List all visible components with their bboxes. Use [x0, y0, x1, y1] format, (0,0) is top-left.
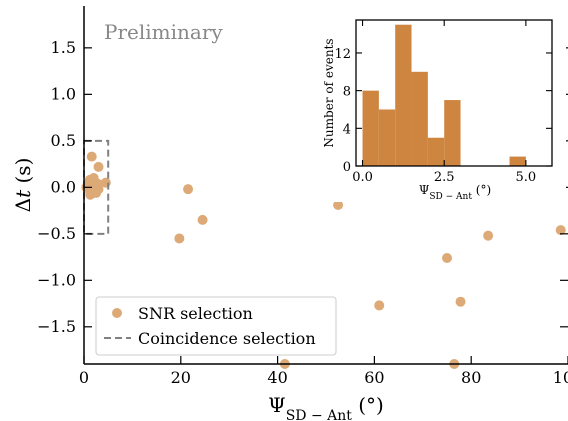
- y-tick-label: −1.0: [37, 270, 76, 289]
- x-tick-label: 40: [267, 368, 287, 387]
- legend-label-snr: SNR selection: [138, 304, 253, 323]
- data-point: [333, 199, 344, 210]
- histogram-bar: [509, 156, 526, 166]
- data-point: [442, 252, 452, 263]
- histogram-bar: [411, 71, 428, 166]
- x-tick-label: 0: [79, 368, 89, 387]
- y-tick-label: −0.5: [37, 224, 76, 243]
- y-axis-label: Δt (s): [11, 158, 35, 213]
- data-point: [374, 300, 385, 311]
- main-axes: 020406080100−1.5−1.0−0.50.00.51.01.5ΨSD …: [11, 6, 568, 421]
- y-tick-label: 0.5: [51, 131, 76, 150]
- histogram-bar: [444, 100, 461, 166]
- data-point: [85, 189, 96, 200]
- y-tick-label: 0.0: [51, 177, 76, 196]
- x-tick-label: 60: [364, 368, 384, 387]
- x-tick-label: 80: [461, 368, 481, 387]
- inset-y-axis-label: Number of events: [322, 38, 336, 147]
- y-tick-label: 1.5: [51, 38, 76, 57]
- legend-frame: [95, 296, 337, 356]
- data-point: [93, 184, 104, 195]
- inset-y-tick-label: 0: [343, 160, 351, 175]
- x-axis-label: ΨSD − Ant (°): [268, 393, 384, 421]
- legend-marker-snr: [112, 308, 122, 318]
- legend-label-coincidence: Coincidence selection: [138, 329, 316, 348]
- y-tick-label: −1.5: [37, 317, 76, 336]
- histogram-bar: [378, 109, 396, 166]
- x-tick-label: 20: [171, 368, 191, 387]
- preliminary-annotation: Preliminary: [104, 20, 223, 44]
- histogram-bar: [362, 90, 379, 166]
- inset-bars: [362, 24, 526, 167]
- inset-y-tick-label: 8: [343, 85, 351, 100]
- inset-y-tick-label: 4: [343, 122, 351, 137]
- main-points: [81, 151, 566, 369]
- inset-axes: 0.0 2.5 5.0 0 4 8 12 ΨSD − Ant (°) Number of eve…: [322, 19, 553, 202]
- inset-x-tick-label: 2.5: [434, 170, 455, 185]
- data-point: [483, 230, 494, 241]
- inset-x-tick-label: 5.0: [516, 170, 537, 185]
- inset-y-tick-label: 12: [334, 47, 351, 62]
- inset-x-axis-label: ΨSD − Ant (°): [419, 183, 491, 202]
- data-point: [197, 214, 208, 225]
- inset-frame: [355, 19, 553, 167]
- data-point: [183, 184, 194, 195]
- data-point: [86, 151, 97, 162]
- data-point: [174, 233, 185, 244]
- inset-x-tick-label: 0.0: [352, 170, 373, 185]
- data-point: [100, 177, 111, 188]
- inset-background: [316, 6, 566, 202]
- x-tick-label: 100: [553, 368, 568, 387]
- histogram-bar: [427, 137, 445, 166]
- legend: SNR selection Coincidence selection: [95, 296, 337, 356]
- y-tick-label: 1.0: [51, 84, 76, 103]
- data-point: [93, 161, 104, 172]
- histogram-bar: [395, 24, 412, 167]
- data-point: [555, 225, 566, 236]
- data-point: [455, 296, 466, 307]
